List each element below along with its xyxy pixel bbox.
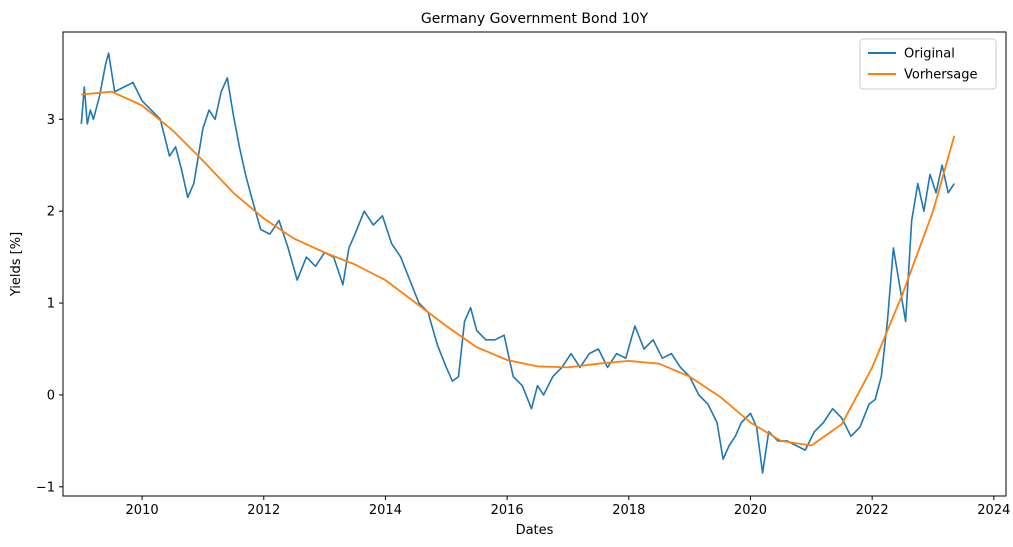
series-layer	[80, 52, 956, 474]
x-tick-label: 2024	[977, 503, 1010, 518]
series-line-vorhersage	[81, 90, 956, 447]
x-tick-label: 2014	[369, 503, 402, 518]
y-tick-label: 2	[47, 205, 55, 220]
y-tick-label: 3	[47, 113, 55, 128]
x-tick-label: 2022	[856, 503, 889, 518]
legend-label-vorhersage: Vorhersage	[904, 68, 978, 83]
x-tick-label: 2010	[126, 503, 159, 518]
y-tick-label: 0	[47, 388, 55, 403]
legend-box	[859, 38, 997, 90]
y-axis-ticks: −1 0 1 2 3	[36, 113, 63, 495]
chart-title: Germany Government Bond 10Y	[421, 11, 649, 27]
x-tick-label: 2012	[247, 503, 280, 518]
x-tick-label: 2020	[734, 503, 767, 518]
plot-area	[62, 31, 1007, 497]
x-tick-label: 2018	[612, 503, 645, 518]
legend: Original Vorhersage	[859, 38, 997, 90]
x-axis-ticks: 2010 2012 2014 2016 2018 2020 2022 2024	[126, 496, 1010, 518]
series-line-original	[80, 52, 955, 474]
y-tick-label: −1	[36, 480, 55, 495]
legend-label-original: Original	[904, 47, 955, 62]
x-tick-label: 2016	[491, 503, 524, 518]
y-axis-label: Yields [%]	[9, 232, 24, 297]
y-tick-label: 1	[47, 297, 55, 312]
x-axis-label: Dates	[516, 523, 554, 538]
